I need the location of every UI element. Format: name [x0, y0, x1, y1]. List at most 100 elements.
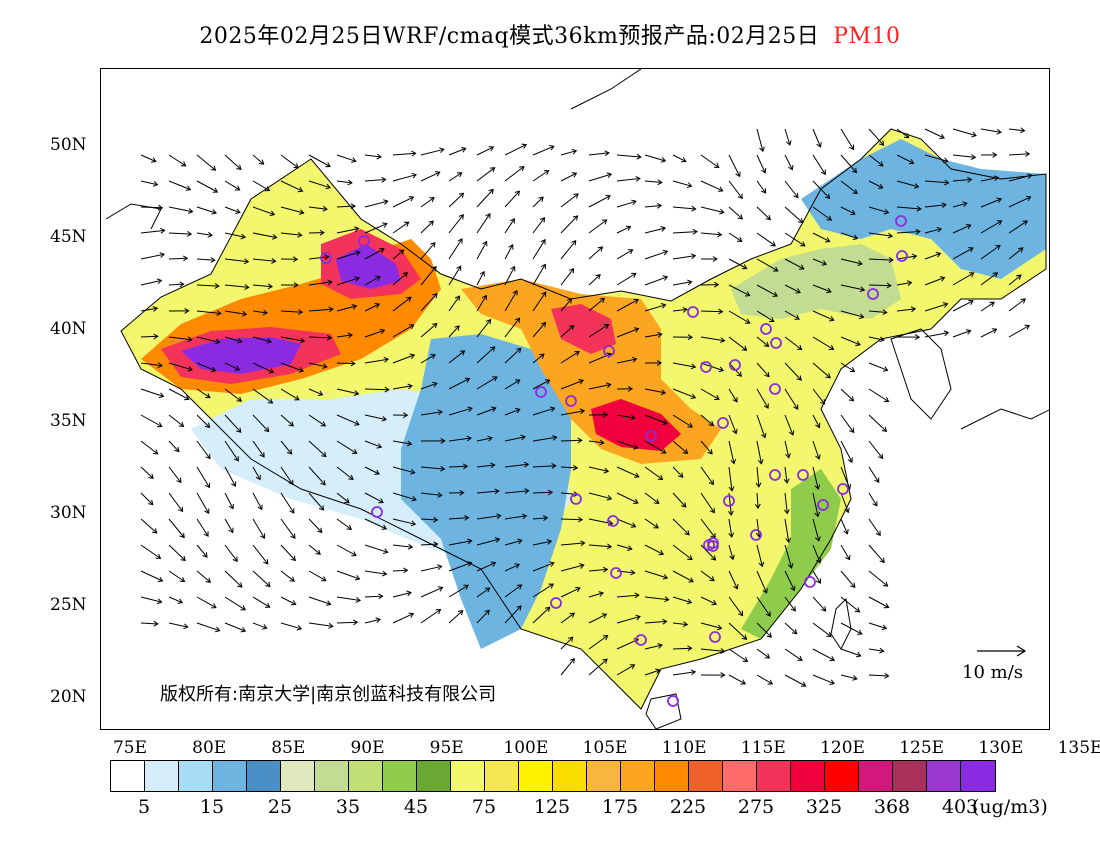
wind-arrow-head — [631, 272, 637, 278]
wind-arrow — [812, 232, 830, 243]
wind-arrow-head — [155, 553, 162, 559]
wind-arrow-head — [633, 327, 640, 333]
wind-reference-label: 10 m/s — [962, 662, 1023, 683]
wind-arrow — [392, 569, 408, 572]
wind-arrow-head — [996, 220, 1003, 226]
hainan-coast — [645, 693, 682, 729]
wind-arrow-head — [910, 306, 917, 313]
wind-arrow-head — [233, 456, 239, 462]
wind-arrow-head — [479, 270, 485, 277]
wind-arrow-head — [883, 603, 890, 609]
wind-arrow — [700, 648, 725, 652]
wind-arrow — [672, 308, 688, 312]
wind-arrow — [280, 232, 302, 236]
wind-arrow-head — [886, 282, 892, 289]
wind-arrow-head — [761, 188, 767, 194]
wind-arrow — [644, 644, 663, 650]
wind-arrow — [756, 596, 771, 617]
wind-arrow-head — [490, 462, 496, 469]
colorbar-unit: (ug/m3) — [972, 796, 1048, 818]
wind-arrow-head — [755, 482, 762, 488]
wind-arrow — [728, 284, 750, 297]
map-panel[interactable] — [100, 68, 1050, 730]
wind-arrow-head — [454, 325, 460, 331]
wind-arrow — [476, 587, 490, 598]
wind-arrow-head — [759, 146, 765, 153]
wind-arrow — [476, 490, 499, 494]
wind-arrow-head — [795, 288, 801, 294]
wind-arrow — [728, 596, 744, 616]
wind-arrow — [924, 252, 941, 260]
wind-arrow-head — [548, 583, 554, 589]
wind-arrow-head — [686, 182, 693, 188]
wind-arrow — [252, 466, 261, 480]
wind-arrow-head — [549, 406, 556, 413]
colorbar-label: 125 — [533, 796, 571, 818]
wind-arrow — [644, 414, 668, 425]
site-marker — [550, 597, 562, 609]
site-marker — [837, 483, 849, 495]
wind-arrow-head — [407, 543, 414, 550]
wind-arrow — [756, 674, 773, 685]
wind-arrow — [784, 648, 803, 661]
wind-arrow — [588, 544, 612, 548]
wind-arrow — [504, 490, 529, 494]
wind-arrow-head — [733, 584, 739, 590]
wind-arrow — [364, 248, 385, 260]
wind-arrow-head — [402, 412, 409, 419]
wind-arrow-head — [935, 251, 942, 258]
wind-arrow — [784, 388, 799, 410]
wind-arrow — [364, 329, 385, 338]
wind-arrow — [616, 200, 637, 208]
wind-arrow-head — [884, 672, 890, 679]
wind-arrow-head — [430, 354, 436, 360]
wind-arrow — [868, 414, 887, 432]
wind-arrow — [784, 518, 790, 543]
wind-arrow — [840, 336, 861, 346]
colorbar-label: 15 — [199, 796, 225, 818]
wind-arrow — [532, 379, 550, 390]
wind-arrow — [728, 414, 737, 434]
wind-arrow-head — [916, 205, 922, 212]
wind-arrow-head — [407, 383, 413, 390]
wind-arrow — [336, 277, 360, 286]
wind-arrow-head — [355, 250, 361, 256]
wind-arrow-head — [690, 669, 697, 676]
wind-arrow-head — [664, 596, 670, 603]
wind-arrow — [980, 328, 997, 338]
wind-arrow — [140, 253, 165, 260]
wind-arrow — [336, 544, 357, 557]
wind-arrow-head — [464, 377, 471, 383]
wind-arrow-head — [381, 524, 388, 530]
wind-arrow — [756, 232, 776, 247]
wind-arrow — [280, 362, 304, 372]
wind-arrow — [392, 466, 415, 474]
wind-arrow-head — [180, 555, 186, 562]
wind-arrow-head — [681, 502, 687, 508]
wind-arrow-head — [741, 264, 748, 270]
wind-arrow — [420, 543, 438, 546]
wind-arrow — [504, 584, 522, 598]
wind-arrow-head — [202, 552, 208, 558]
wind-arrow — [1008, 274, 1022, 286]
wind-arrow-head — [187, 208, 194, 214]
wind-arrow — [616, 594, 639, 598]
wind-arrow-head — [793, 192, 799, 199]
china-border — [120, 128, 1047, 710]
wind-arrow-head — [490, 561, 497, 567]
wind-arrow — [672, 544, 693, 560]
wind-arrow — [980, 244, 1001, 260]
wind-arrow — [224, 544, 238, 562]
wind-arrow-head — [732, 397, 738, 403]
dzungaria-core — [336, 244, 401, 289]
wind-arrow-head — [510, 265, 516, 272]
wind-arrow-head — [264, 186, 271, 192]
wind-arrow — [644, 388, 666, 394]
wind-arrow-head — [602, 411, 609, 418]
wind-arrow-head — [797, 217, 804, 224]
wind-arrow-head — [402, 272, 409, 278]
wind-arrow — [392, 544, 413, 548]
wind-arrow-head — [516, 584, 523, 590]
wind-arrow-head — [848, 144, 854, 151]
wind-arrow-head — [235, 208, 241, 214]
